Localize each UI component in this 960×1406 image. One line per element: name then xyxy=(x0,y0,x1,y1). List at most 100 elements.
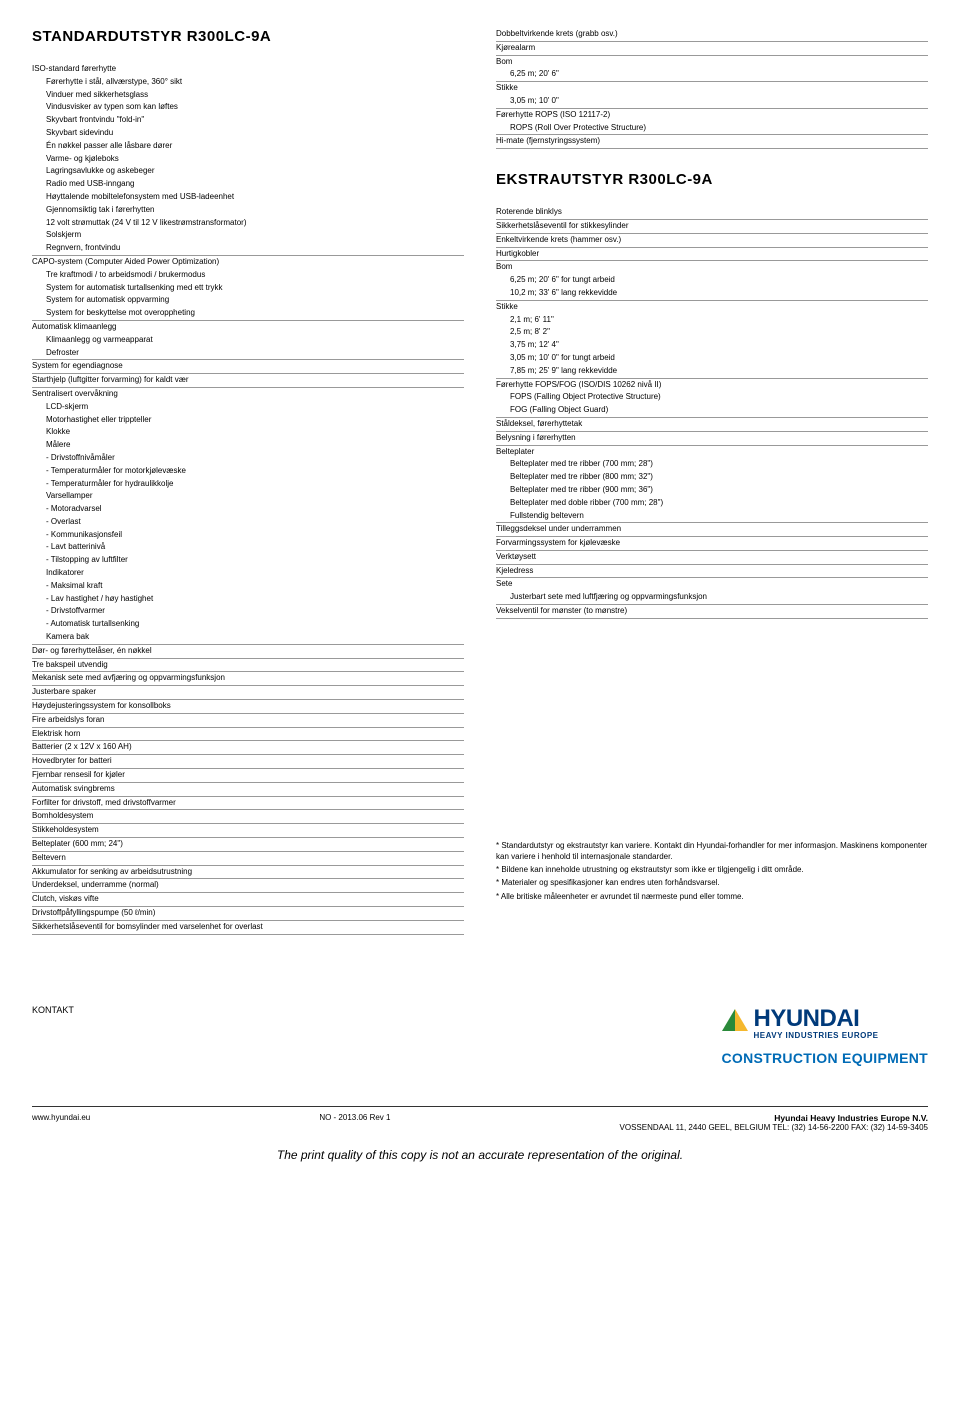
spec-sub-item: - Automatisk turtallsenking xyxy=(32,618,464,631)
spec-item: Automatisk klimaanlegg xyxy=(32,321,464,334)
construction-equipment-label: CONSTRUCTION EQUIPMENT xyxy=(722,1050,929,1066)
spec-sub-item: - Tilstopping av luftfilter xyxy=(32,554,464,567)
spec-item: Høydejusteringssystem for konsollboks xyxy=(32,700,464,714)
company-address: VOSSENDAAL 11, 2440 GEEL, BELGIUM TEL: (… xyxy=(620,1123,928,1132)
spec-item: Roterende blinklys xyxy=(496,206,928,220)
spec-item: Enkeltvirkende krets (hammer osv.) xyxy=(496,234,928,248)
spec-sub-item: - Drivstoffnivåmåler xyxy=(32,452,464,465)
spec-sub-item: FOPS (Falling Object Protective Structur… xyxy=(496,391,928,404)
spec-sub-item: 3,05 m; 10' 0" for tungt arbeid xyxy=(496,352,928,365)
spec-sub-item: Førerhytte i stål, allværstype, 360° sik… xyxy=(32,76,464,89)
optional-equipment-list: Roterende blinklysSikkerhetslåseventil f… xyxy=(496,206,928,619)
spec-item: Belteplater (600 mm; 24") xyxy=(32,838,464,852)
spec-item: Sentralisert overvåkning xyxy=(32,388,464,401)
spec-sub-item: Vinduer med sikkerhetsglass xyxy=(32,89,464,102)
spec-sub-item: Vindusvisker av typen som kan løftes xyxy=(32,101,464,114)
spec-sub-item: Høyttalende mobiltelefonsystem med USB-l… xyxy=(32,191,464,204)
left-title: STANDARDUTSTYR R300LC-9A xyxy=(32,28,464,45)
footnote-item: * Bildene kan inneholde utrustning og ek… xyxy=(496,863,928,876)
spec-item: Tre bakspeil utvendig xyxy=(32,659,464,673)
spec-sub-item: - Lav hastighet / høy hastighet xyxy=(32,593,464,606)
spec-item: Batterier (2 x 12V x 160 AH) xyxy=(32,741,464,755)
spec-item: Bom xyxy=(496,56,928,69)
kontakt-label: KONTAKT xyxy=(32,1005,74,1015)
spec-item: Tilleggsdeksel under underrammen xyxy=(496,523,928,537)
spec-item: Stikke xyxy=(496,301,928,314)
spec-sub-item: ROPS (Roll Over Protective Structure) xyxy=(496,122,928,136)
company-name: Hyundai Heavy Industries Europe N.V. xyxy=(620,1113,928,1123)
spec-sub-item: 3,05 m; 10' 0" xyxy=(496,95,928,109)
spec-sub-item: LCD-skjerm xyxy=(32,401,464,414)
spec-item: Fjernbar rensesil for kjøler xyxy=(32,769,464,783)
spec-sub-item: 6,25 m; 20' 6" for tungt arbeid xyxy=(496,274,928,287)
spec-item: Justerbare spaker xyxy=(32,686,464,700)
spec-sub-item: Belteplater med tre ribber (800 mm; 32") xyxy=(496,471,928,484)
spec-sub-item: Målere xyxy=(32,439,464,452)
spec-sub-item: System for automatisk turtallsenking med… xyxy=(32,282,464,295)
spec-sub-item: - Temperaturmåler for motorkjølevæske xyxy=(32,465,464,478)
spec-item: Beltevern xyxy=(32,852,464,866)
spec-item: Stikke xyxy=(496,82,928,95)
spec-sub-item: - Drivstoffvarmer xyxy=(32,605,464,618)
spec-item: Forfilter for drivstoff, med drivstoffva… xyxy=(32,797,464,811)
spec-item: Hurtigkobler xyxy=(496,248,928,262)
spec-item: Kjørealarm xyxy=(496,42,928,56)
spec-item: Bomholdesystem xyxy=(32,810,464,824)
spec-sub-item: - Motoradvarsel xyxy=(32,503,464,516)
spec-item: Verktøysett xyxy=(496,551,928,565)
spec-sub-item: Motorhastighet eller trippteller xyxy=(32,414,464,427)
spec-item: Forvarmingssystem for kjølevæske xyxy=(496,537,928,551)
spec-sub-item: Klimaanlegg og varmeapparat xyxy=(32,334,464,347)
spec-sub-item: 10,2 m; 33' 6" lang rekkevidde xyxy=(496,287,928,301)
right-column: Dobbeltvirkende krets (grabb osv.)Kjørea… xyxy=(496,28,928,935)
spec-item: Stikkeholdesystem xyxy=(32,824,464,838)
right-title: EKSTRAUTSTYR R300LC-9A xyxy=(496,171,928,188)
spec-sub-item: Én nøkkel passer alle låsbare dører xyxy=(32,140,464,153)
spec-sub-item: System for beskyttelse mot overoppheting xyxy=(32,307,464,321)
spec-sub-item: - Kommunikasjonsfeil xyxy=(32,529,464,542)
spec-sub-item: FOG (Falling Object Guard) xyxy=(496,404,928,418)
spec-sub-item: Regnvern, frontvindu xyxy=(32,242,464,256)
spec-sub-item: Tre kraftmodi / to arbeidsmodi / brukerm… xyxy=(32,269,464,282)
footer-revision: NO - 2013.06 Rev 1 xyxy=(319,1113,390,1132)
spec-item: Hi-mate (fjernstyringssystem) xyxy=(496,135,928,149)
spec-item: Sikkerhetslåseventil for bomsylinder med… xyxy=(32,921,464,935)
spec-item: System for egendiagnose xyxy=(32,360,464,374)
spec-item: Sikkerhetslåseventil for stikkesylinder xyxy=(496,220,928,234)
spec-item: Starthjelp (luftgitter forvarming) for k… xyxy=(32,374,464,388)
footnote-item: * Alle britiske måleenheter er avrundet … xyxy=(496,890,928,903)
spec-sub-item: 7,85 m; 25' 9" lang rekkevidde xyxy=(496,365,928,379)
spec-item: Belysning i førerhytten xyxy=(496,432,928,446)
spec-item: Fire arbeidslys foran xyxy=(32,714,464,728)
spec-item: Dør- og førerhyttelåser, én nøkkel xyxy=(32,645,464,659)
footnotes: * Standardutstyr og ekstrautstyr kan var… xyxy=(496,839,928,903)
spec-sub-item: Varme- og kjøleboks xyxy=(32,153,464,166)
spec-sub-item: Skyvbart frontvindu "fold-in" xyxy=(32,114,464,127)
spec-item: Mekanisk sete med avfjæring og oppvarmin… xyxy=(32,672,464,686)
logo-block: HYUNDAI HEAVY INDUSTRIES EUROPE CONSTRUC… xyxy=(722,1005,929,1066)
spec-sub-item: - Overlast xyxy=(32,516,464,529)
spec-sub-item: Belteplater med tre ribber (900 mm; 36") xyxy=(496,484,928,497)
spec-sub-item: Fullstendig beltevern xyxy=(496,510,928,524)
spec-item: ISO-standard førerhytte xyxy=(32,63,464,76)
spec-sub-item: Varsellamper xyxy=(32,490,464,503)
spec-item: Elektrisk horn xyxy=(32,728,464,742)
hyundai-triangle-icon xyxy=(722,1009,748,1036)
spec-item: Clutch, viskøs vifte xyxy=(32,893,464,907)
footnote-item: * Materialer og spesifikasjoner kan endr… xyxy=(496,876,928,889)
left-column: STANDARDUTSTYR R300LC-9A ISO-standard fø… xyxy=(32,28,464,935)
spec-item: Kjeledress xyxy=(496,565,928,579)
brand-subtitle: HEAVY INDUSTRIES EUROPE xyxy=(754,1031,879,1040)
spec-sub-item: Indikatorer xyxy=(32,567,464,580)
spec-sub-item: Belteplater med doble ribber (700 mm; 28… xyxy=(496,497,928,510)
spec-sub-item: System for automatisk oppvarming xyxy=(32,294,464,307)
spec-sub-item: - Maksimal kraft xyxy=(32,580,464,593)
spec-sub-item: 2,5 m; 8' 2" xyxy=(496,326,928,339)
spec-item: Akkumulator for senking av arbeidsutrust… xyxy=(32,866,464,880)
footer-url: www.hyundai.eu xyxy=(32,1113,90,1132)
spec-item: Hovedbryter for batteri xyxy=(32,755,464,769)
spec-item: Førerhytte FOPS/FOG (ISO/DIS 10262 nivå … xyxy=(496,379,928,392)
right-top-list: Dobbeltvirkende krets (grabb osv.)Kjørea… xyxy=(496,28,928,149)
spec-sub-item: Lagringsavlukke og askebeger xyxy=(32,165,464,178)
spec-item: Vekselventil for mønster (to mønstre) xyxy=(496,605,928,619)
